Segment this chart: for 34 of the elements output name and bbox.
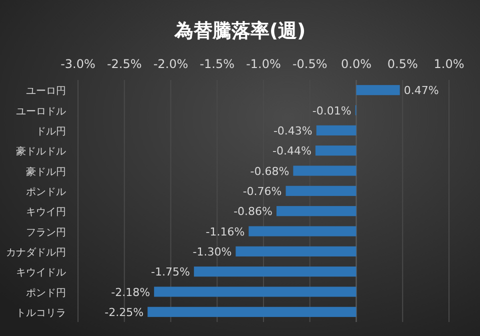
x-tick-label: 0.5%	[387, 57, 418, 71]
data-label: -1.30%	[192, 245, 232, 258]
data-label: -0.44%	[272, 144, 312, 158]
data-label: -0.01%	[312, 104, 352, 118]
y-tick-label: ドル円	[36, 126, 66, 138]
y-tick-label: ポンド円	[26, 288, 66, 299]
y-tick-label: トルコリラ	[16, 308, 66, 319]
data-label: -0.86%	[234, 205, 272, 218]
data-label: 0.47%	[404, 84, 439, 98]
x-tick-label: 1.0%	[434, 57, 464, 71]
y-tick-label: ユーロ円	[26, 86, 66, 98]
y-tick-label: フラン円	[26, 227, 66, 238]
y-tick-label: 豪ドルドル	[16, 146, 66, 158]
y-tick-label: カナダドル円	[6, 246, 66, 258]
data-label: -1.16%	[206, 225, 245, 238]
y-tick-label: キウイ円	[26, 207, 66, 218]
y-tick-label: キウイドル	[16, 268, 66, 279]
data-label: -1.75%	[151, 266, 190, 279]
x-tick-label: -3.0%	[60, 57, 96, 71]
y-tick-label: ポンドル	[26, 186, 66, 198]
chart-title: 為替騰落率(週)	[173, 20, 306, 42]
x-tick-label: -2.0%	[153, 57, 188, 71]
x-tick-label: 0.0%	[341, 57, 372, 71]
data-label: -0.43%	[273, 124, 312, 138]
data-label: -0.68%	[250, 164, 290, 178]
data-label: -2.18%	[111, 286, 150, 299]
y-tick-label: ユーロドル	[16, 106, 66, 118]
x-tick-label: -0.5%	[292, 57, 328, 71]
x-tick-label: -1.5%	[200, 57, 235, 71]
data-label: -2.25%	[104, 306, 144, 319]
y-tick-label: 豪ドル円	[26, 166, 66, 178]
data-label: -0.76%	[242, 184, 282, 198]
x-tick-label: -2.5%	[106, 57, 142, 71]
x-tick-label: -1.0%	[246, 57, 281, 71]
